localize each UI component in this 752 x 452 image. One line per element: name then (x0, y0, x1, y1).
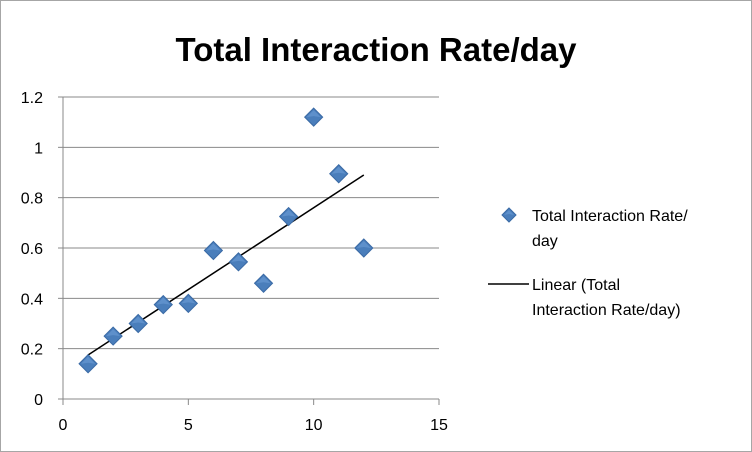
x-tick-label: 10 (305, 417, 323, 434)
data-point (78, 354, 98, 374)
data-point (128, 313, 148, 334)
y-tick-label: 0.6 (21, 241, 43, 258)
data-point (253, 273, 274, 293)
data-point (103, 326, 123, 346)
data-point (153, 294, 173, 315)
legend: Total Interaction Rate/day Linear (Total I… (488, 207, 688, 319)
data-point (303, 107, 324, 127)
data-point (228, 252, 249, 272)
data-point (278, 206, 299, 227)
legend-label-trendline: Linear (Total (532, 277, 620, 294)
data-point (178, 293, 199, 314)
legend-label-trendline: Interaction Rate/day) (532, 302, 681, 319)
trendline-layer (87, 174, 365, 356)
y-tick-label: 0.2 (21, 342, 43, 359)
chart-title: Total Interaction Rate/day (176, 31, 578, 68)
legend-label-series: day (532, 233, 558, 250)
x-tick-label: 5 (184, 417, 193, 434)
y-tick-label: 0.8 (21, 191, 43, 208)
axes: 0 0.2 0.4 0.6 0.8 1 1.2 0 5 10 15 (21, 90, 448, 434)
y-tick-label: 0 (34, 392, 43, 409)
x-tick-label: 15 (430, 417, 448, 434)
data-point (329, 164, 349, 184)
gridlines (63, 96, 439, 350)
data-point (354, 238, 374, 258)
linear-trendline (87, 174, 365, 356)
x-tick-label: 0 (59, 417, 68, 434)
y-tick-label: 0.4 (21, 291, 43, 308)
data-point (203, 240, 224, 261)
y-tick-label: 1.2 (21, 90, 43, 107)
data-points (78, 107, 374, 374)
y-tick-label: 1 (34, 140, 43, 157)
legend-marker-series (501, 207, 517, 223)
legend-label-series: Total Interaction Rate/ (532, 208, 688, 225)
